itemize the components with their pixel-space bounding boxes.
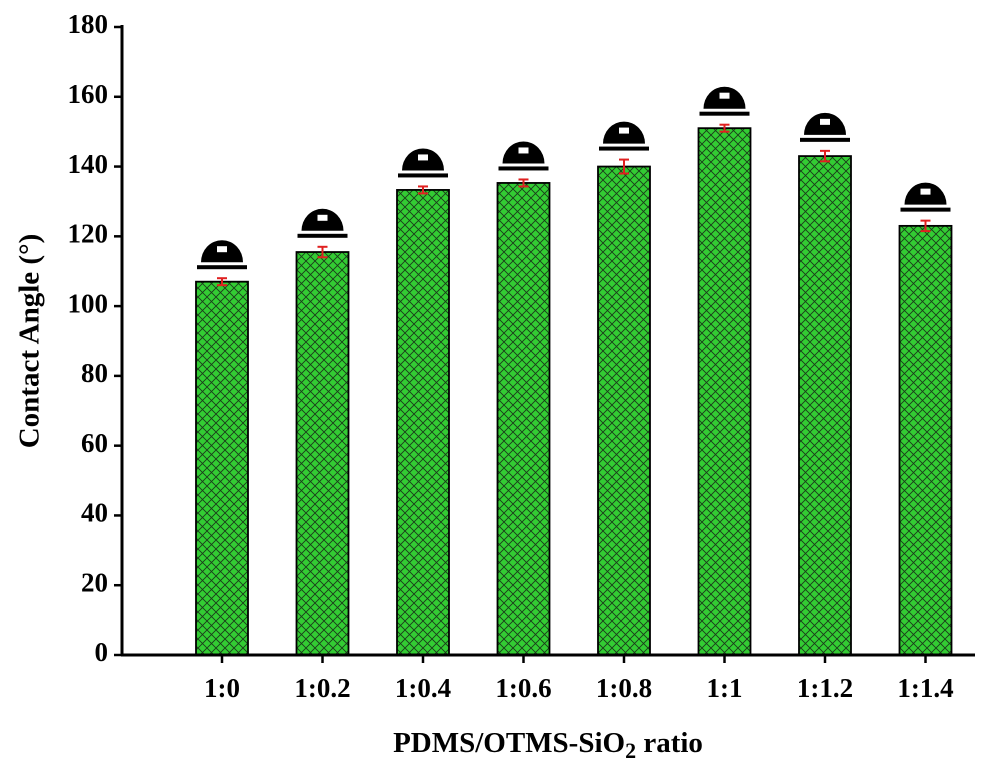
bar-hatch — [297, 252, 349, 655]
droplet-base — [298, 234, 348, 238]
x-tick-label: 1:1.2 — [797, 673, 853, 703]
droplet-highlight — [519, 147, 529, 153]
droplet-base — [599, 147, 649, 151]
droplet-base — [901, 208, 951, 212]
chart: Contact Angle (°) PDMS/OTMS-SiO2 ratio 0… — [0, 0, 988, 770]
x-tick-label: 1:1 — [707, 673, 743, 703]
droplet-base — [197, 265, 247, 269]
y-tick-label: 80 — [81, 358, 108, 388]
x-tick-label: 1:0.4 — [395, 673, 451, 703]
droplet-highlight — [619, 128, 629, 134]
x-tick-label: 1:0.2 — [294, 673, 350, 703]
droplet-highlight — [720, 93, 730, 99]
droplet-highlight — [418, 154, 428, 160]
x-axis-label-part: PDMS/OTMS-SiO — [393, 727, 625, 759]
bar-hatch — [699, 128, 751, 655]
y-tick-label: 60 — [81, 428, 108, 458]
droplet-highlight — [217, 246, 227, 252]
y-axis-label: Contact Angle (°) — [14, 234, 46, 449]
bar-hatch — [799, 156, 851, 655]
bar-hatch — [498, 183, 550, 655]
droplet-highlight — [921, 189, 931, 195]
droplet-highlight — [318, 215, 328, 221]
x-tick-label: 1:0.8 — [596, 673, 652, 703]
bar-hatch — [196, 282, 248, 655]
y-tick-label: 120 — [68, 219, 109, 249]
droplet-base — [800, 138, 850, 142]
x-tick-label: 1:0.6 — [495, 673, 551, 703]
x-axis-label-part: ratio — [636, 727, 703, 759]
bar-hatch — [598, 167, 650, 655]
droplet-base — [398, 173, 448, 177]
y-tick-label: 160 — [68, 79, 109, 109]
droplet-base — [700, 112, 750, 116]
y-tick-label: 20 — [81, 567, 108, 597]
x-axis-label: PDMS/OTMS-SiO2 ratio — [393, 727, 703, 763]
bar-hatch — [397, 190, 449, 655]
droplet-base — [499, 166, 549, 170]
x-tick-label: 1:1.4 — [897, 673, 953, 703]
y-tick-label: 40 — [81, 498, 108, 528]
page: Contact Angle (°) PDMS/OTMS-SiO2 ratio 0… — [0, 0, 988, 775]
y-tick-label: 140 — [68, 149, 109, 179]
bar-hatch — [900, 226, 952, 655]
y-tick-label: 100 — [68, 288, 109, 318]
y-tick-label: 0 — [95, 637, 109, 667]
x-tick-label: 1:0 — [204, 673, 240, 703]
x-axis-label-sub: 2 — [625, 738, 636, 763]
droplet-highlight — [820, 119, 830, 125]
y-tick-label: 180 — [68, 9, 109, 39]
